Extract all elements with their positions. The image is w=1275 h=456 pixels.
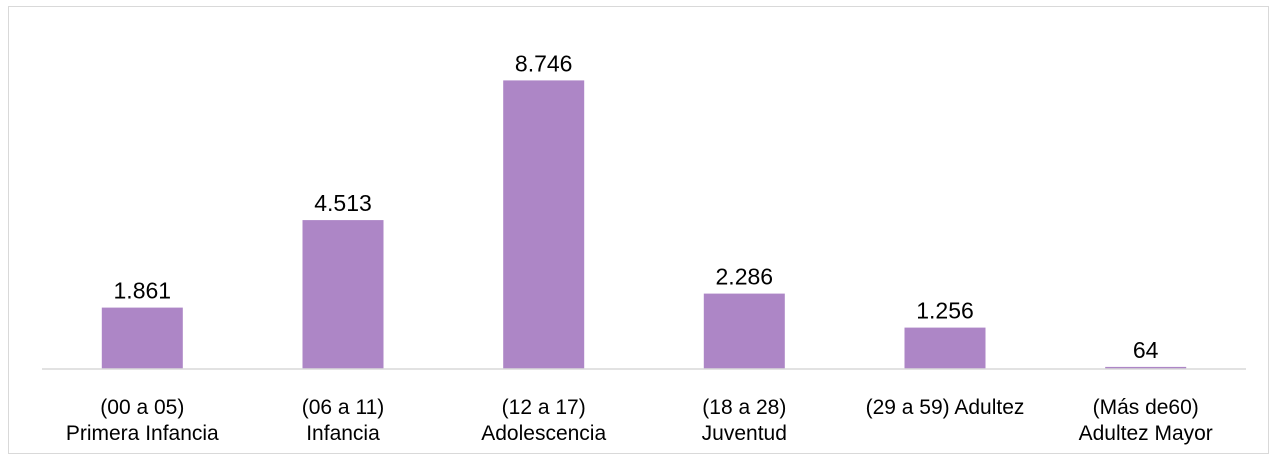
category-label: Adolescencia	[481, 422, 606, 445]
bar	[703, 293, 785, 369]
bar	[503, 80, 585, 370]
value-label: 8.746	[515, 50, 573, 76]
category-label: Primera Infancia	[66, 422, 219, 445]
value-label: 1.861	[114, 278, 172, 304]
value-labels-group: 1.861 4.513 8.746 2.286 1.256 64	[114, 50, 1159, 363]
category-label: (00 a 05)	[100, 396, 184, 419]
category-label: (12 a 17)	[502, 396, 586, 419]
category-label: Infancia	[306, 422, 380, 445]
bar	[1105, 366, 1187, 369]
category-label: (29 a 59) Adultez	[866, 396, 1025, 419]
value-label: 1.256	[916, 298, 974, 324]
bar	[904, 327, 986, 369]
bar	[101, 307, 183, 369]
category-label: Adultez Mayor	[1079, 422, 1213, 445]
value-label: 64	[1133, 337, 1159, 363]
category-label: (18 a 28)	[702, 396, 786, 419]
category-label: Juventud	[702, 422, 787, 445]
category-labels-group: (00 a 05) Primera Infancia (06 a 11) Infanc…	[66, 396, 1213, 445]
chart-frame	[8, 6, 1269, 454]
category-label: (Más de60)	[1093, 396, 1199, 419]
value-label: 2.286	[716, 264, 774, 290]
bar	[302, 220, 384, 369]
bars-group	[101, 80, 1187, 370]
value-label: 4.513	[314, 190, 372, 216]
category-label: (06 a 11)	[302, 396, 385, 419]
